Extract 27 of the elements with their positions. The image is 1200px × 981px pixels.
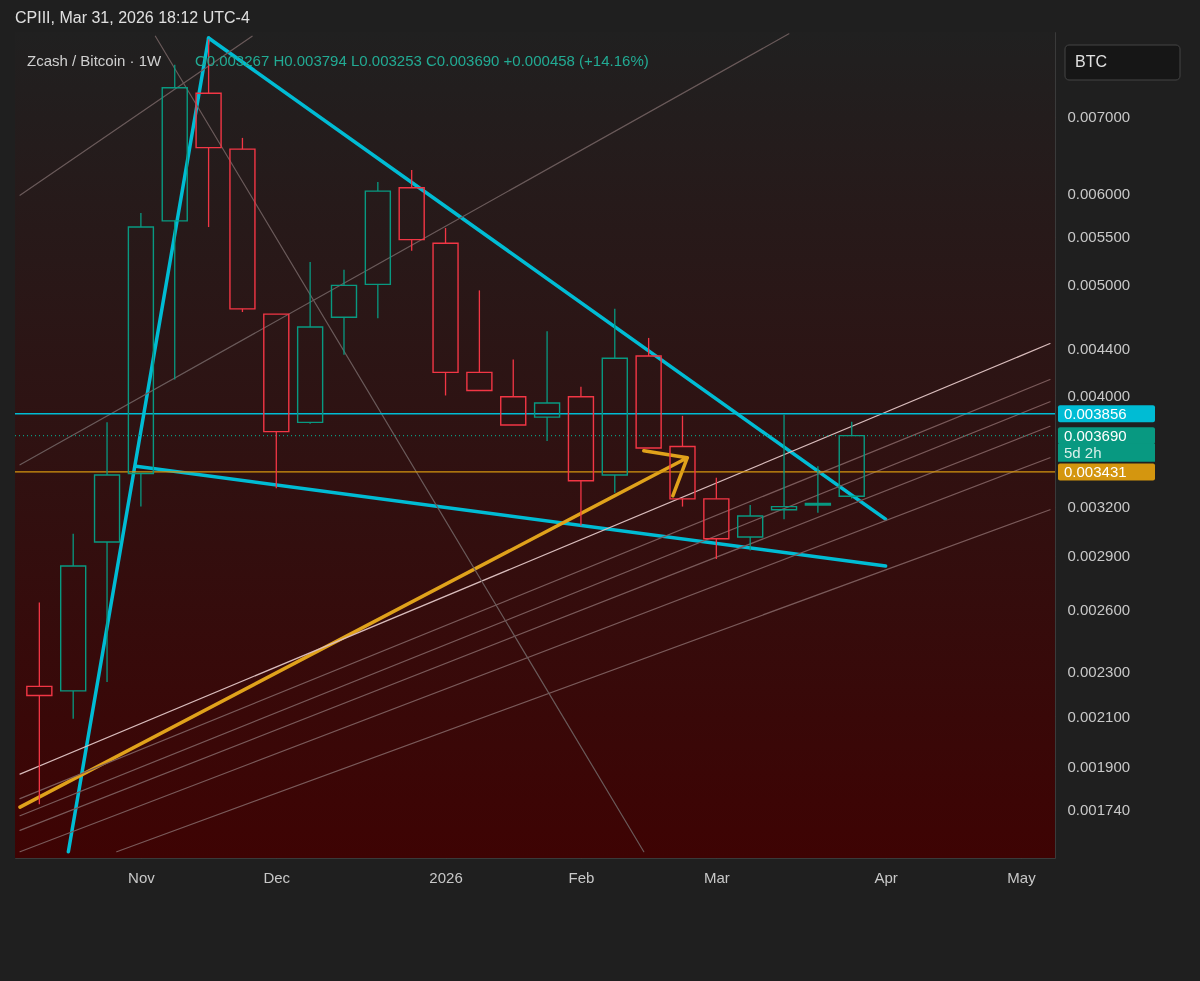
x-tick-label: Nov: [128, 868, 156, 886]
y-tick-label: 0.005000: [1067, 275, 1131, 293]
y-tick-label: 0.003200: [1067, 498, 1131, 516]
y-tick-label: 0.002100: [1067, 707, 1131, 725]
ref-line-label: 0.003690: [1064, 426, 1127, 444]
text: 5d 2h: [1064, 443, 1102, 461]
y-tick-label: 0.001900: [1067, 757, 1131, 775]
y-tick-label: 0.006000: [1067, 185, 1131, 203]
text: Zcash / Bitcoin · 1W: [27, 52, 163, 69]
chart-title: CPIII, Mar 31, 2026 18:12 UTC-4: [15, 9, 250, 26]
text: BTC: [1075, 53, 1107, 70]
x-tick-label: May: [1007, 868, 1037, 886]
y-tick-label: 0.002900: [1067, 547, 1131, 565]
y-tick-label: 0.004400: [1067, 339, 1131, 357]
x-tick-label: Feb: [568, 868, 595, 886]
x-tick-label: Apr: [874, 868, 898, 886]
y-tick-label: 0.004000: [1067, 386, 1131, 404]
y-tick-label: 0.001740: [1067, 801, 1131, 819]
y-tick-label: 0.005500: [1067, 228, 1131, 246]
ref-line-label: 0.003431: [1064, 462, 1127, 480]
ref-line-label: 0.003856: [1064, 404, 1127, 422]
x-tick-label: 2026: [429, 868, 463, 886]
x-tick-label: Mar: [703, 868, 730, 886]
y-tick-label: 0.007000: [1067, 108, 1131, 126]
y-tick-label: 0.002300: [1067, 662, 1131, 680]
x-tick-label: Dec: [263, 868, 291, 886]
y-tick-label: 0.002600: [1067, 601, 1131, 619]
